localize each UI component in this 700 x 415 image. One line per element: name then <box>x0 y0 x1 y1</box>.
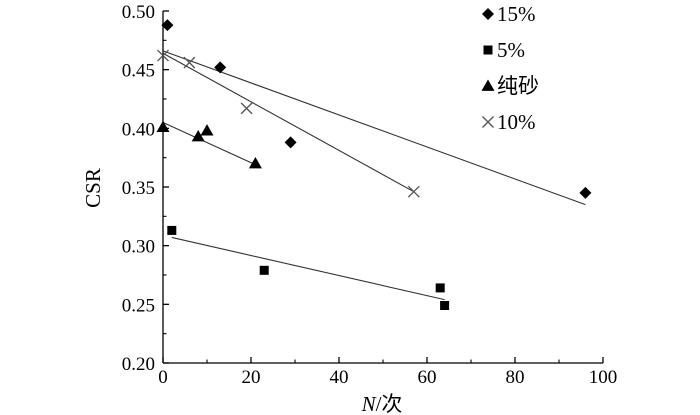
data-points <box>156 19 592 311</box>
data-point-series-0 <box>579 186 592 199</box>
fit-line-series-2 <box>162 121 256 166</box>
cross-stroke <box>240 102 253 115</box>
data-point-series-0 <box>214 61 227 74</box>
y-tick-label: 0.50 <box>122 2 155 23</box>
legend-label: 纯砂 <box>497 74 539 98</box>
fit-lines <box>162 50 586 301</box>
fit-line-series-0 <box>162 50 586 206</box>
fit-line-series-3 <box>162 52 415 193</box>
x-tick-label: 60 <box>418 367 437 388</box>
x-tick-label: 40 <box>330 367 349 388</box>
legend-label: 5% <box>497 38 525 62</box>
x-axis-title: N/次 <box>361 392 403 415</box>
legend-marker <box>483 45 493 55</box>
y-tick-label: 0.45 <box>122 61 155 82</box>
data-point-series-0 <box>284 136 297 149</box>
data-point-series-3 <box>240 102 253 115</box>
y-tick-label: 0.30 <box>122 237 155 258</box>
legend-marker <box>482 8 494 20</box>
x-axis-title-unit: /次 <box>376 392 403 415</box>
x-tick-label: 0 <box>158 367 168 388</box>
y-tick-label: 0.40 <box>122 119 155 140</box>
data-point-series-3 <box>183 56 196 69</box>
y-tick-label: 0.25 <box>122 295 155 316</box>
data-point-series-3 <box>157 49 169 62</box>
data-point-series-2 <box>200 124 214 136</box>
x-tick-label: 100 <box>589 367 618 388</box>
axes: 0 20 40 60 80 100 0.20 0.25 0.30 0.35 0.40 0.45 0.50 <box>122 2 618 388</box>
x-tick-label: 20 <box>242 367 261 388</box>
data-point-series-0 <box>161 19 174 32</box>
legend-label: 15% <box>497 2 536 26</box>
x-tick-label: 80 <box>506 367 525 388</box>
data-point-series-1 <box>435 283 445 293</box>
legend-item: 纯砂 <box>481 74 539 98</box>
legend: 15% 5% 纯砂 10% <box>481 2 539 134</box>
x-axis-title-var: N <box>361 392 377 415</box>
legend-item: 15% <box>482 2 536 26</box>
legend-label: 10% <box>497 110 536 134</box>
y-tick-label: 0.20 <box>122 354 155 375</box>
cross-stroke <box>183 56 196 69</box>
legend-marker <box>482 116 494 128</box>
data-point-series-2 <box>156 120 170 133</box>
cross-stroke <box>407 185 420 198</box>
data-point-series-1 <box>440 301 450 311</box>
y-axis-title: CSR <box>81 168 105 208</box>
data-point-series-1 <box>167 225 177 235</box>
fit-line-series-1 <box>171 236 445 301</box>
legend-item: 5% <box>483 38 525 62</box>
data-point-series-1 <box>259 265 269 275</box>
data-point-series-3 <box>407 185 420 198</box>
legend-marker <box>481 79 495 91</box>
legend-item: 10% <box>482 110 536 134</box>
data-point-series-2 <box>191 130 205 142</box>
cross-stroke <box>482 116 494 128</box>
cross-stroke <box>157 49 169 62</box>
y-tick-label: 0.35 <box>122 178 155 199</box>
data-point-series-2 <box>248 157 262 169</box>
